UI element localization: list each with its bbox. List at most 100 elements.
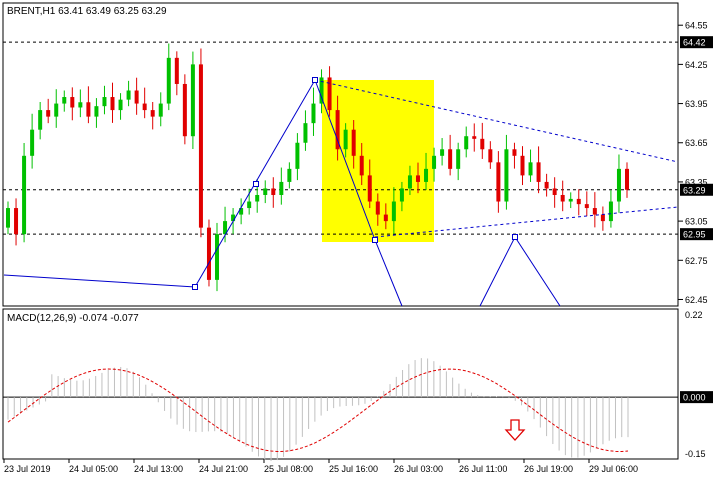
price-chart-label: BRENT,H1 63.41 63.49 63.25 63.29 <box>7 6 167 17</box>
bearish-candle <box>327 77 332 111</box>
bullish-candle <box>504 149 509 202</box>
bullish-candle <box>456 149 461 169</box>
bullish-candle <box>432 155 437 169</box>
pivot-marker <box>253 181 259 187</box>
time-tick-label: 29 Jul 06:00 <box>589 464 638 474</box>
bearish-candle <box>110 97 115 111</box>
candlesticks <box>6 43 629 292</box>
bearish-candle <box>182 83 187 137</box>
bearish-candle <box>150 110 155 117</box>
macd-signal-line <box>7 368 629 453</box>
bearish-candle <box>472 136 477 139</box>
pivot-marker <box>192 284 198 290</box>
pivot-marker <box>312 77 318 83</box>
bullish-candle <box>311 103 316 124</box>
bearish-candle <box>415 175 420 182</box>
bearish-candle <box>544 181 549 189</box>
bullish-candle <box>118 99 123 111</box>
triangle-lower-line <box>374 206 679 238</box>
time-axis: 23 Jul 2019 24 Jul 05:00 24 Jul 13:00 24 Ju… <box>3 459 638 474</box>
price-tick-label: 63.05 <box>685 217 708 227</box>
macd-histogram <box>7 358 629 462</box>
time-tick-label: 24 Jul 13:00 <box>134 464 183 474</box>
bearish-candle <box>351 129 356 156</box>
price-tick-label: 62.75 <box>685 256 708 266</box>
bearish-candle <box>335 110 340 150</box>
bullish-candle <box>319 77 324 104</box>
macd-tick-label: 0.22 <box>685 310 703 320</box>
bullish-candle <box>231 214 236 222</box>
bearish-candle <box>367 175 372 202</box>
price-levels: 64.42 62.95 63.29 <box>3 36 713 241</box>
macd-label: MACD(12,26,9) -0.074 -0.077 <box>7 313 139 324</box>
bullish-candle <box>126 90 131 100</box>
bullish-candle <box>424 168 429 182</box>
level-low-label: 62.95 <box>683 230 706 240</box>
last-price-tag <box>680 183 713 196</box>
bullish-candle <box>102 97 107 107</box>
bearish-candle <box>271 188 276 195</box>
bullish-candle <box>287 168 292 182</box>
macd-tick-label: 0.000 <box>683 393 706 403</box>
time-tick-label: 26 Jul 19:00 <box>524 464 573 474</box>
bullish-candle <box>399 188 404 202</box>
bullish-candle <box>528 162 533 176</box>
bearish-candle <box>174 57 179 84</box>
pivot-marker <box>372 237 378 243</box>
time-tick-label: 26 Jul 03:00 <box>394 464 443 474</box>
bullish-candle <box>239 208 244 215</box>
bearish-candle <box>375 201 380 215</box>
down-arrow-icon <box>504 419 526 441</box>
bullish-candle <box>190 64 195 137</box>
level-low-tag <box>680 228 713 241</box>
bearish-candle <box>552 188 557 195</box>
bearish-candle <box>488 149 493 163</box>
bearish-candle <box>592 208 597 215</box>
pivot-marker <box>512 234 518 240</box>
macd-panel-frame <box>2 308 679 460</box>
bearish-candle <box>496 162 501 202</box>
bearish-candle <box>70 97 75 108</box>
bearish-candle <box>134 90 139 104</box>
bullish-candle <box>303 123 308 143</box>
bullish-candle <box>166 57 171 104</box>
bullish-candle <box>22 155 27 235</box>
bearish-candle <box>520 155 525 176</box>
bearish-candle <box>448 149 453 169</box>
level-high-label: 64.42 <box>683 38 706 48</box>
bearish-candle <box>560 194 565 202</box>
bearish-candle <box>625 168 629 190</box>
bullish-candle <box>391 201 396 222</box>
bullish-candle <box>30 129 35 156</box>
bearish-candle <box>86 102 91 117</box>
bullish-candle <box>78 102 83 108</box>
bullish-candle <box>407 175 412 189</box>
bullish-candle <box>223 221 228 235</box>
time-tick-label: 23 Jul 2019 <box>4 464 51 474</box>
price-axis: 64.55 64.25 63.95 63.65 63.35 63.05 62.75 62.45 <box>678 21 708 305</box>
bearish-candle <box>576 198 581 205</box>
bearish-candle <box>14 208 19 235</box>
bearish-candle <box>383 214 388 222</box>
time-tick-label: 26 Jul 11:00 <box>459 464 507 474</box>
bullish-candle <box>464 136 469 150</box>
level-high-tag <box>680 36 713 49</box>
bearish-candle <box>359 155 364 176</box>
price-tick-label: 63.35 <box>685 177 708 187</box>
bullish-candle <box>568 198 573 202</box>
bullish-candle <box>263 188 268 195</box>
bullish-candle <box>38 110 43 130</box>
bearish-candle <box>198 64 203 228</box>
price-tick-label: 62.45 <box>685 295 708 305</box>
bullish-candle <box>343 129 348 150</box>
bullish-candle <box>94 106 99 117</box>
time-tick-label: 24 Jul 05:00 <box>69 464 118 474</box>
price-tick-label: 64.55 <box>685 21 708 31</box>
last-price-label: 63.29 <box>683 185 706 195</box>
bearish-candle <box>142 103 147 111</box>
bearish-candle <box>600 214 605 222</box>
bearish-candle <box>480 138 485 150</box>
price-tick-label: 63.95 <box>685 99 708 109</box>
